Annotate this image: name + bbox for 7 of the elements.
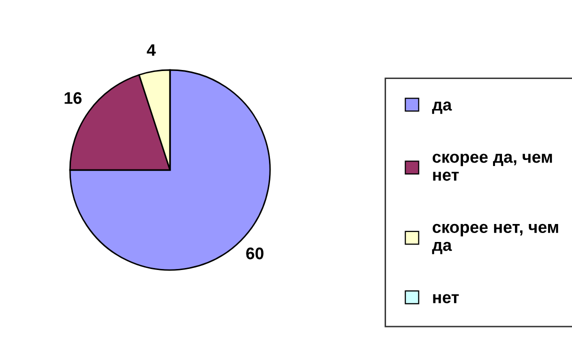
legend-label: да bbox=[432, 102, 452, 114]
legend-label: скорее да, чем нет bbox=[432, 154, 552, 181]
data-label: 16 bbox=[64, 92, 82, 104]
legend-label: скорее нет, чем да bbox=[432, 224, 558, 254]
legend-label: нет bbox=[433, 294, 459, 304]
data-label: 4 bbox=[146, 44, 156, 56]
data-label: 60 bbox=[246, 248, 264, 260]
